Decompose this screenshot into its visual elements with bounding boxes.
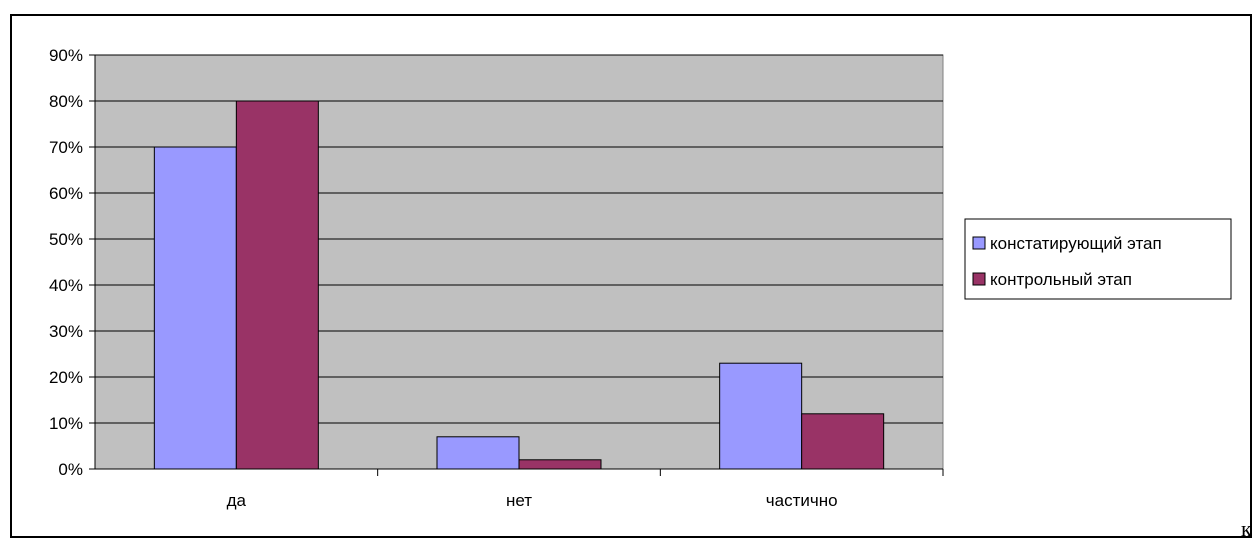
y-tick-label: 10% [49,414,83,433]
y-tick-label: 60% [49,184,83,203]
y-tick-label: 80% [49,92,83,111]
y-tick-label: 70% [49,138,83,157]
bar-series2 [518,459,602,470]
y-tick-label: 30% [49,322,83,341]
trailing-text: к [1241,516,1252,541]
legend-label: контрольный этап [990,270,1132,289]
y-tick-label: 90% [49,46,83,65]
y-tick-label: 40% [49,276,83,295]
y-tick-label: 50% [49,230,83,249]
bar-series2 [801,413,885,470]
bar-series1 [719,362,803,470]
bar-series2 [235,100,319,470]
legend [964,218,1232,300]
y-tick-label: 0% [58,460,83,479]
legend-swatch [972,236,986,250]
legend-swatch [972,272,986,286]
x-tick-label: да [227,491,247,510]
bar-series1 [436,436,520,470]
x-tick-label: частично [766,491,838,510]
x-tick-label: нет [506,491,532,510]
bar-series1 [153,146,237,470]
legend-label: констатирующий этап [990,234,1162,253]
y-tick-label: 20% [49,368,83,387]
